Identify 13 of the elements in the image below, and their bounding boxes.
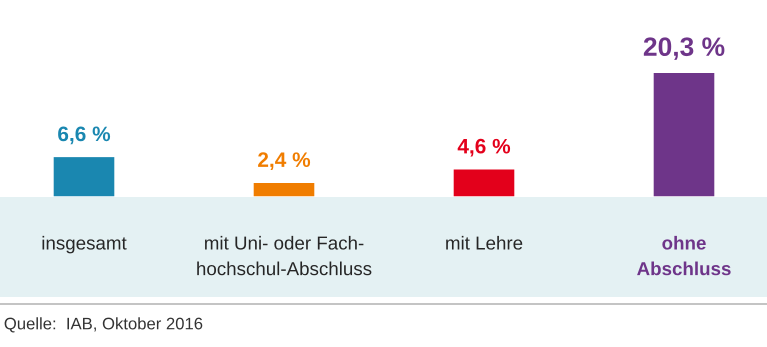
data-label: 4,6 %: [458, 138, 510, 157]
bar: [252, 182, 316, 197]
x-tick-label: mit Uni- oder Fach- hochschul-Abschluss: [197, 236, 372, 276]
data-label: 20,3 %: [644, 37, 724, 60]
x-tick-label: ohne Abschluss: [637, 236, 731, 276]
bar: [452, 168, 516, 197]
source-note: Quelle: IAB, Oktober 2016: [4, 317, 202, 332]
data-label: 2,4 %: [258, 152, 310, 170]
bar: [652, 72, 716, 197]
x-tick-label: mit Lehre: [446, 236, 522, 250]
x-tick-label: insgesamt: [42, 236, 127, 254]
data-label: 6,6 %: [58, 126, 110, 144]
bar: [52, 156, 116, 197]
